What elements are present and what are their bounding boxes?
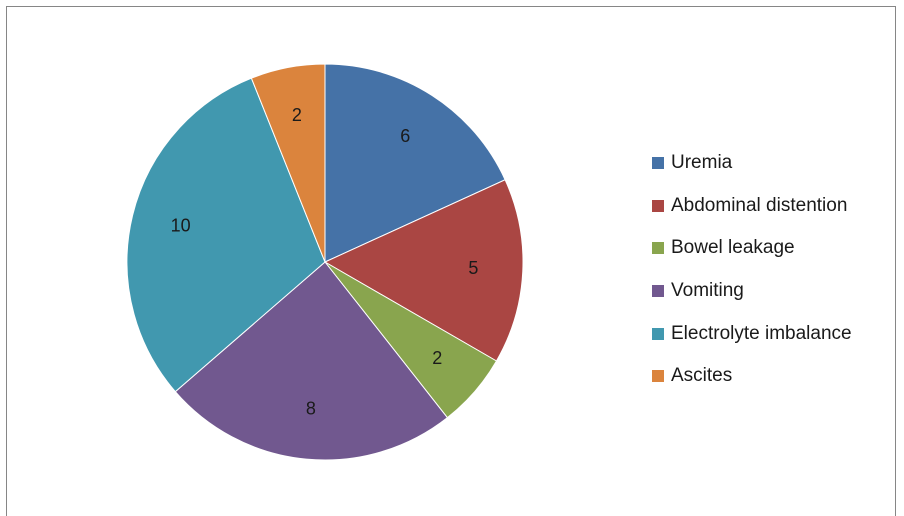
legend-swatch	[652, 370, 664, 383]
pie-slice-ascites	[250, 63, 326, 263]
data-label-vomiting: 8	[306, 399, 316, 419]
legend-swatch	[652, 199, 664, 212]
legend-label: Bowel leakage	[671, 237, 795, 259]
legend-label: Ascites	[671, 365, 733, 387]
legend-item-uremia: Uremia	[652, 142, 896, 185]
data-label-electrolyte-imbalance: 10	[171, 216, 191, 236]
legend-swatch	[652, 285, 664, 298]
legend-label: Uremia	[671, 152, 733, 174]
legend-swatch	[652, 327, 664, 340]
legend-label: Abdominal distention	[671, 194, 848, 216]
legend-item-abdominal-distention: Abdominal distention	[652, 185, 896, 228]
legend-item-bowel-leakage: Bowel leakage	[652, 227, 896, 270]
pie-slice-uremia	[324, 63, 506, 263]
data-label-abdominal-distention: 5	[468, 258, 478, 278]
legend-item-vomiting: Vomiting	[652, 270, 896, 313]
legend-swatch	[652, 157, 664, 170]
data-label-uremia: 6	[400, 126, 410, 146]
legend-item-electrolyte-imbalance: Electrolyte imbalance	[652, 312, 896, 355]
legend-swatch	[652, 242, 664, 255]
data-label-ascites: 2	[292, 105, 302, 125]
chart-legend: Uremia Abdominal distention Bowel leakage V…	[652, 142, 896, 398]
legend-label: Electrolyte imbalance	[671, 322, 852, 344]
pie-slice-abdominal-distention	[323, 179, 524, 362]
pie-slice-electrolyte-imbalance	[126, 77, 326, 393]
legend-item-ascites: Ascites	[652, 355, 896, 398]
pie-slice-vomiting	[174, 261, 449, 461]
data-label-bowel-leakage: 2	[432, 348, 442, 368]
legend-label: Vomiting	[671, 280, 744, 302]
